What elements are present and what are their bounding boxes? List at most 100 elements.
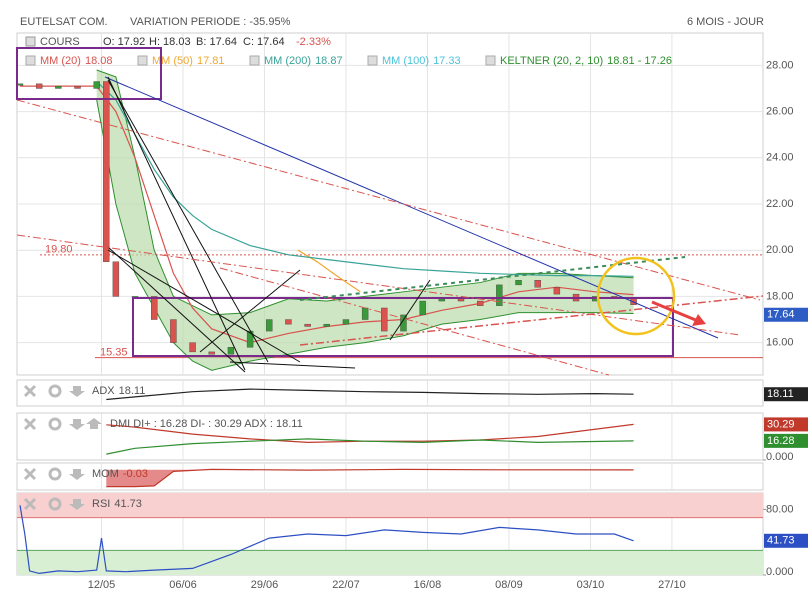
area <box>106 469 634 487</box>
candle <box>534 280 541 288</box>
legend-value: 17.33 <box>433 55 461 67</box>
value-tag-bg <box>764 433 808 448</box>
settings-icon <box>48 417 62 431</box>
settings-icon <box>48 467 62 481</box>
legend-label: MM (200) 18.87 <box>264 55 343 67</box>
x-tick-label: 08/09 <box>495 579 523 591</box>
trend-line <box>107 76 246 371</box>
close-icon <box>23 467 37 481</box>
panel-name: MOM <box>92 468 119 480</box>
channel-line <box>16 99 761 301</box>
candle <box>189 342 196 353</box>
period: 6 MOIS - JOUR <box>687 16 764 28</box>
legend-label: MM (100) 17.33 <box>382 55 461 67</box>
trend-line <box>107 246 246 373</box>
panel-value: -0.03 <box>123 468 148 480</box>
arrow <box>651 300 699 323</box>
candle <box>227 347 235 355</box>
indicator-line <box>19 505 634 575</box>
candle <box>400 314 407 332</box>
trend-line <box>199 269 301 353</box>
legend-name: KELTNER (20, 2, 10) <box>500 55 603 67</box>
legend-swatch <box>485 55 496 66</box>
level-label: 19.80 <box>45 244 73 256</box>
y-tick-label: 80.00 <box>766 503 794 515</box>
value-tag-bg <box>764 387 808 402</box>
candle <box>208 351 215 355</box>
candle <box>419 300 426 316</box>
legend-swatch <box>25 36 36 47</box>
x-tick-label: 06/06 <box>169 579 197 591</box>
indicator-line <box>106 438 634 455</box>
highlight-circle <box>596 256 676 336</box>
legend-swatch <box>249 55 260 66</box>
x-tick-label: 22/07 <box>332 579 360 591</box>
arrow-head <box>692 314 706 326</box>
x-tick-label: 27/10 <box>658 579 686 591</box>
value-tag-bg <box>764 417 808 432</box>
channel-line <box>219 267 610 376</box>
y-tick-label: 18.00 <box>766 290 794 302</box>
panel-frame <box>16 462 764 491</box>
plot-layer: 12/05 06/06 29/06 22/07 16/08 08/09 03/10 27/10… <box>16 32 808 591</box>
candle <box>266 319 273 332</box>
panel-label: ADX 18.11 <box>92 385 145 397</box>
panel-label: RSI 41.73 <box>92 498 142 510</box>
y-tick-label: 22.00 <box>766 198 794 210</box>
x-tick-label: 16/08 <box>414 579 442 591</box>
value-tag: 41.73 <box>767 535 795 547</box>
legend-swatch <box>367 55 378 66</box>
candle <box>381 307 388 332</box>
candle <box>74 85 81 89</box>
y-tick-label: 24.00 <box>766 152 794 164</box>
x-tick-label: 12/05 <box>88 579 116 591</box>
y-tick-label: 16.00 <box>766 337 794 349</box>
candle <box>93 81 100 89</box>
annotations <box>16 47 764 376</box>
close-icon <box>23 384 37 398</box>
panel-name: RSI <box>92 498 110 510</box>
candle <box>457 298 465 302</box>
legend-name: MM (20) <box>40 55 81 67</box>
candle <box>304 323 311 327</box>
move-down-icon <box>69 499 85 510</box>
candle <box>515 280 522 286</box>
candle <box>553 286 561 295</box>
level-label: 15.35 <box>100 347 128 359</box>
panel-value: 18.11 <box>119 385 146 397</box>
candle <box>35 83 43 89</box>
legend-name: MM (200) <box>264 55 311 67</box>
y-tick-label: 0.000 <box>766 451 794 463</box>
value-tag-bg <box>764 307 808 322</box>
settings-icon <box>48 497 62 511</box>
trend-line <box>389 279 431 341</box>
value-tag: 18.11 <box>767 388 794 400</box>
legend-label: KELTNER (20, 2, 10) 18.81 - 17.26 <box>500 55 672 67</box>
candle <box>103 81 110 262</box>
y-tick-label: 0.000 <box>766 566 794 578</box>
panel-icons <box>23 384 102 511</box>
moving-average <box>297 249 361 293</box>
x-tick-label: 03/10 <box>577 579 605 591</box>
candle <box>112 261 120 297</box>
candle <box>151 296 158 320</box>
quote-close: C: 17.64 <box>243 36 285 48</box>
indicator-line <box>106 423 634 444</box>
move-down-icon <box>69 419 85 430</box>
instrument-title: EUTELSAT COM. <box>20 16 108 28</box>
candle <box>438 298 446 302</box>
indicator-line <box>106 388 634 401</box>
candle <box>55 85 62 89</box>
y-tick-label: 26.00 <box>766 105 794 117</box>
legend-label: MM (50) 17.81 <box>152 55 224 67</box>
legend-value: 18.87 <box>315 55 343 67</box>
candle <box>361 307 369 320</box>
zone <box>17 493 763 518</box>
legend-name: MM (100) <box>382 55 429 67</box>
quote-change: -2.33% <box>296 36 331 48</box>
panel-frame <box>16 379 764 407</box>
candle <box>170 319 177 343</box>
value-tag: 17.64 <box>767 309 795 321</box>
move-down-icon <box>69 386 85 397</box>
